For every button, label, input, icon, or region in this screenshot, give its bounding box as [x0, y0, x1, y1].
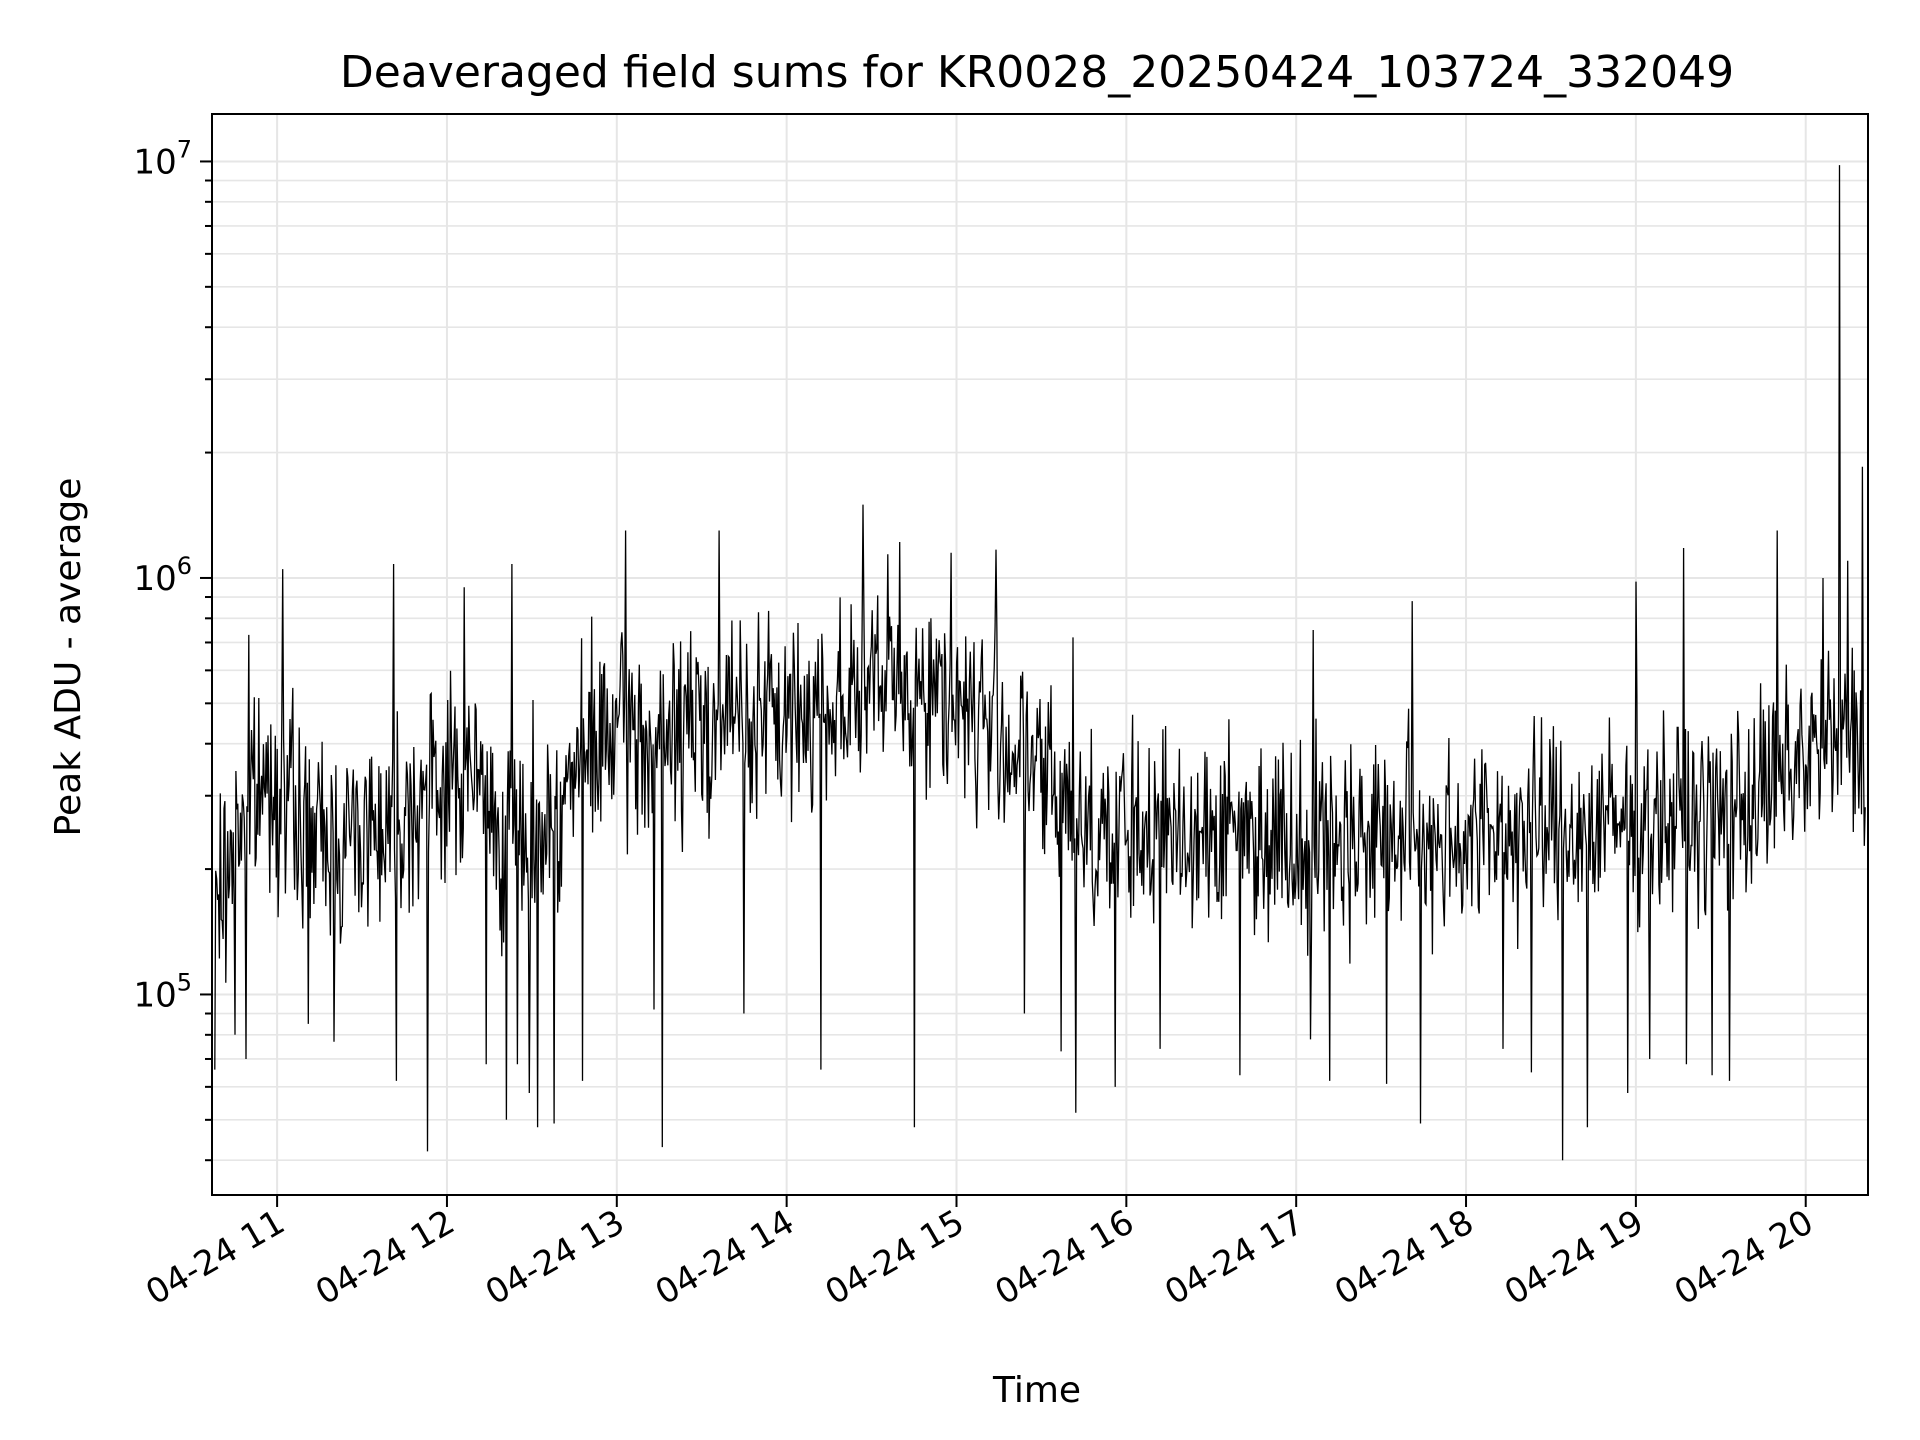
y-tick-base: 10	[133, 142, 176, 182]
y-tick-label: 105	[133, 968, 192, 1015]
x-axis-label: Time	[992, 1370, 1081, 1411]
y-tick-base: 10	[133, 559, 176, 599]
series-line	[214, 165, 1866, 1161]
chart-title: Deaveraged field sums for KR0028_2025042…	[340, 47, 1734, 98]
series-layer	[214, 165, 1866, 1161]
y-axis-label: Peak ADU - average	[48, 478, 89, 837]
y-tick-exponent: 6	[177, 552, 192, 580]
y-tick-base: 10	[133, 975, 176, 1015]
y-tick-label: 107	[133, 135, 192, 182]
y-tick-label: 106	[133, 552, 192, 599]
plot-frame	[211, 113, 1869, 1196]
y-tick-exponent: 7	[177, 135, 192, 163]
y-tick-exponent: 5	[177, 968, 192, 996]
